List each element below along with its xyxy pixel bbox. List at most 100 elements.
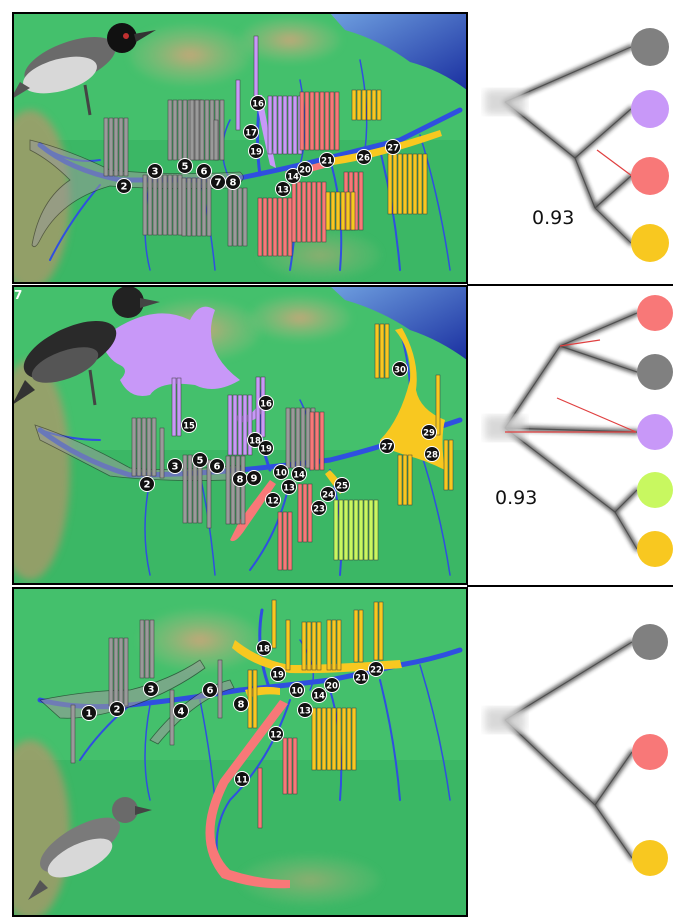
site-bar xyxy=(237,187,243,247)
site-bar xyxy=(326,619,332,671)
tree-top xyxy=(485,28,669,262)
site-number: 14 xyxy=(287,173,299,183)
site-bar xyxy=(319,91,325,151)
site-marker: 29 xyxy=(421,424,437,440)
site-bar xyxy=(324,91,330,151)
site-bar xyxy=(351,89,357,121)
site-bar xyxy=(311,621,317,671)
site-marker: 21 xyxy=(319,152,335,168)
site-bar xyxy=(417,153,423,215)
site-bar xyxy=(292,737,298,795)
site-number: 6 xyxy=(207,686,214,697)
site-number: 7 xyxy=(215,178,222,189)
bars-top xyxy=(103,35,428,257)
site-bar xyxy=(300,407,306,469)
site-bar xyxy=(287,511,293,571)
site-bar xyxy=(314,91,320,151)
site-bar xyxy=(363,499,369,561)
site-number: 13 xyxy=(283,484,295,494)
site-number: 24 xyxy=(322,491,334,501)
site-marker: 5 xyxy=(177,158,193,174)
site-bar xyxy=(177,174,183,236)
site-marker: 10 xyxy=(289,682,305,698)
site-bar xyxy=(402,153,408,215)
site-bar xyxy=(336,707,342,771)
panel-corner-label: 7 xyxy=(14,288,22,302)
site-bar xyxy=(235,79,241,131)
site-number: 19 xyxy=(250,148,262,158)
site-marker: 18 xyxy=(247,432,263,448)
site-number: 16 xyxy=(252,100,264,110)
site-bar xyxy=(123,117,129,177)
site-marker: 2 xyxy=(139,476,155,492)
site-number: 8 xyxy=(230,178,237,189)
map-frame-top xyxy=(12,12,468,284)
site-bar xyxy=(373,499,379,561)
tree-tip-circle xyxy=(637,295,673,331)
site-bar xyxy=(285,619,291,671)
site-number: 1 xyxy=(86,709,93,720)
site-marker: 30 xyxy=(392,361,408,377)
site-bar xyxy=(136,417,142,477)
range-red xyxy=(205,700,290,889)
range-yellow xyxy=(232,640,402,674)
site-number: 12 xyxy=(270,731,282,741)
site-marker: 4 xyxy=(173,703,189,719)
support-value-top: 0.93 xyxy=(532,207,574,229)
site-number: 22 xyxy=(370,666,382,676)
site-bar xyxy=(152,174,158,236)
reticulation-edge xyxy=(559,339,601,347)
tree-bottom xyxy=(485,624,668,876)
site-bar xyxy=(292,95,298,155)
site-number: 10 xyxy=(291,687,303,697)
site-bar xyxy=(142,174,148,236)
site-bar xyxy=(242,187,248,247)
range-gray xyxy=(39,659,206,719)
site-bar xyxy=(157,174,163,236)
site-marker: 13 xyxy=(297,702,313,718)
site-bar xyxy=(257,197,263,257)
site-number: 23 xyxy=(313,505,325,515)
site-bar xyxy=(329,91,335,151)
site-marker: 16 xyxy=(250,95,266,111)
site-number: 20 xyxy=(299,166,311,176)
site-bar xyxy=(176,377,182,437)
site-bar xyxy=(291,181,297,243)
site-bar xyxy=(299,91,305,151)
site-bar xyxy=(182,99,188,161)
site-bar xyxy=(242,394,248,456)
site-bar xyxy=(285,407,291,469)
tree-tip-circle xyxy=(632,734,668,770)
site-bar xyxy=(448,439,454,491)
site-number: 5 xyxy=(197,456,204,467)
site-bar xyxy=(331,619,337,671)
site-bar xyxy=(282,197,288,257)
map-bottom xyxy=(13,588,467,916)
site-bar xyxy=(374,323,380,379)
site-marker: 5 xyxy=(192,452,208,468)
site-bar xyxy=(282,511,288,571)
site-bar xyxy=(287,197,293,257)
site-bar xyxy=(189,99,195,161)
site-marker: 8 xyxy=(232,471,248,487)
site-number: 19 xyxy=(272,671,284,681)
site-bar xyxy=(225,455,231,525)
site-number: 30 xyxy=(394,366,406,376)
site-bar xyxy=(314,411,320,471)
site-number: 3 xyxy=(148,685,155,696)
site-bar xyxy=(262,197,268,257)
site-number: 27 xyxy=(381,443,393,453)
site-marker: 20 xyxy=(297,161,313,177)
site-bar xyxy=(113,637,119,707)
site-bar xyxy=(307,483,313,543)
site-bar xyxy=(103,117,109,177)
site-marker: 13 xyxy=(281,479,297,495)
site-bar xyxy=(335,191,341,231)
site-bar xyxy=(345,191,351,231)
site-marker: 6 xyxy=(202,682,218,698)
site-bar xyxy=(204,99,210,161)
site-bar xyxy=(172,174,178,236)
site-number: 8 xyxy=(237,475,244,486)
